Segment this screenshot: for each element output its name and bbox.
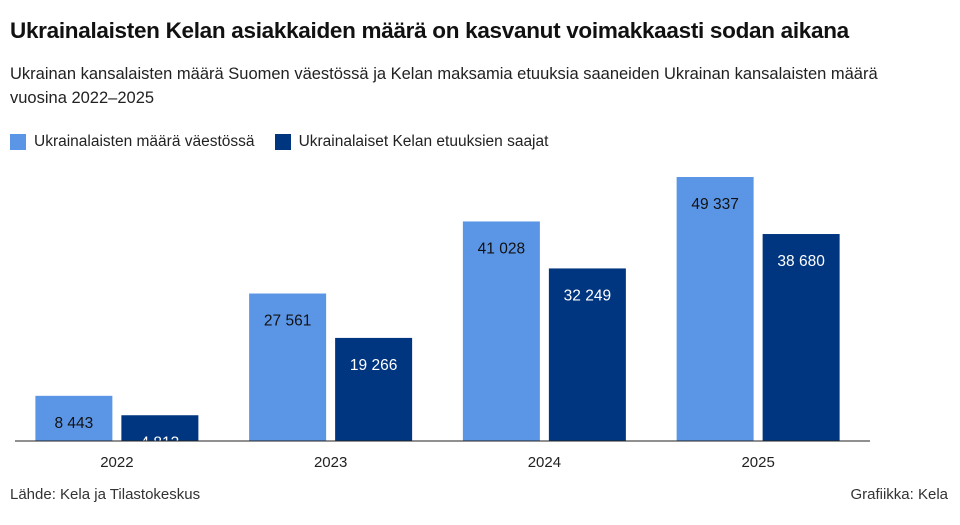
- bar: [462, 221, 540, 441]
- legend-swatch: [274, 134, 291, 150]
- bar: [676, 177, 754, 441]
- bar: [35, 395, 113, 441]
- x-tick-label: 2024: [528, 454, 561, 471]
- chart-subtitle: Ukrainan kansalaisten määrä Suomen väest…: [10, 65, 878, 107]
- chart-title: Ukrainalaisten Kelan asiakkaiden määrä o…: [10, 18, 849, 43]
- legend-item: Ukrainalaiset Kelan etuuksien saajat: [274, 133, 549, 151]
- legend-label: Ukrainalaisten määrä väestössä: [34, 133, 255, 150]
- value-label: 27 561: [264, 313, 311, 330]
- bar: [335, 337, 413, 441]
- credit: Grafiikka: Kela: [850, 486, 948, 503]
- value-label: 38 680: [777, 253, 825, 270]
- legend-item: Ukrainalaisten määrä väestössä: [10, 133, 255, 151]
- x-tick-label: 2025: [741, 454, 774, 471]
- x-tick-label: 2023: [314, 454, 347, 471]
- bar: [121, 415, 199, 441]
- legend-label: Ukrainalaiset Kelan etuuksien saajat: [298, 133, 549, 150]
- legend-swatch: [10, 134, 26, 150]
- value-label: 8 443: [54, 415, 93, 432]
- value-label: 19 266: [350, 357, 397, 374]
- value-label: 49 337: [691, 196, 738, 213]
- value-label: 41 028: [478, 241, 525, 258]
- bar: [548, 268, 626, 441]
- x-tick-label: 2022: [100, 454, 133, 471]
- source: Lähde: Kela ja Tilastokeskus: [10, 486, 201, 503]
- legend: Ukrainalaisten määrä väestössä Ukrainalai…: [10, 133, 548, 151]
- bar: [762, 234, 840, 441]
- value-label: 32 249: [564, 288, 611, 305]
- value-label: 4 813: [140, 434, 179, 451]
- bar: [249, 293, 327, 441]
